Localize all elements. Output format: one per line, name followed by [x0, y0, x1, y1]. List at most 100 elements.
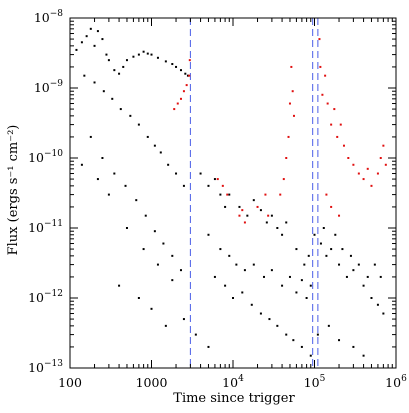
data-point — [101, 38, 104, 41]
data-point — [362, 354, 365, 357]
data-point — [167, 163, 170, 166]
data-point — [179, 97, 182, 100]
data-point — [338, 263, 341, 266]
data-point — [267, 214, 270, 217]
data-point — [144, 214, 147, 217]
data-point — [93, 81, 96, 84]
data-point — [384, 163, 387, 166]
data-point — [241, 291, 244, 294]
data-point — [102, 90, 105, 93]
data-point — [83, 74, 86, 77]
data-point — [153, 144, 156, 147]
data-point — [362, 178, 365, 181]
data-point — [270, 214, 273, 217]
data-point — [232, 297, 234, 299]
data-point — [285, 221, 288, 224]
data-point — [238, 205, 241, 208]
data-point — [352, 163, 355, 166]
data-point — [207, 233, 210, 236]
data-point — [370, 297, 373, 299]
data-point — [366, 167, 369, 170]
data-point — [182, 318, 185, 321]
data-point — [182, 90, 185, 93]
y-tick-label: 10−8 — [34, 9, 63, 25]
data-point — [124, 184, 127, 187]
data-point — [300, 345, 303, 348]
data-point — [137, 53, 140, 56]
data-point — [292, 339, 295, 342]
data-point — [107, 193, 110, 196]
y-tick-label: 10−9 — [34, 79, 63, 95]
x-tick-label: 105 — [304, 374, 326, 390]
data-point — [171, 279, 174, 282]
data-point — [292, 114, 295, 117]
data-point — [150, 53, 153, 56]
data-point — [243, 269, 246, 272]
data-point — [146, 52, 149, 55]
data-point — [376, 303, 379, 306]
data-point — [216, 178, 219, 181]
data-point — [241, 209, 244, 212]
data-point — [224, 205, 227, 208]
data-point — [96, 30, 99, 33]
data-point — [186, 74, 189, 77]
ticks: 100 1000 104 105 106 10−13 10−12 10−11 10−10 10−9… — [28, 9, 407, 390]
data-point — [111, 97, 114, 100]
y-axis-title: Flux (ergs s⁻¹ cm⁻²) — [6, 125, 21, 256]
data-point — [325, 254, 328, 257]
data-point — [89, 27, 92, 30]
x-tick-label: 104 — [222, 374, 244, 390]
data-point — [252, 199, 255, 202]
data-point — [382, 144, 385, 147]
data-point — [352, 345, 355, 348]
data-point — [137, 123, 140, 126]
data-point — [352, 269, 355, 272]
data-point — [295, 291, 298, 294]
data-point — [341, 248, 344, 251]
data-point — [250, 303, 253, 306]
data-point — [175, 65, 178, 68]
data-point — [357, 172, 360, 175]
data-point — [179, 269, 182, 272]
data-point — [238, 214, 241, 217]
data-point — [213, 275, 216, 278]
data-point — [313, 233, 316, 236]
data-point — [334, 233, 337, 236]
data-point — [93, 44, 96, 47]
data-point — [330, 205, 333, 208]
data-point — [268, 318, 271, 321]
x-tick-label: 1000 — [136, 375, 168, 390]
data-point — [382, 312, 385, 315]
data-point — [173, 108, 176, 111]
data-point — [171, 254, 174, 257]
data-point — [129, 114, 132, 117]
data-point — [146, 135, 149, 138]
data-point — [176, 102, 179, 105]
data-point — [246, 214, 249, 217]
data-point — [319, 65, 322, 68]
data-point — [262, 275, 265, 278]
data-point — [322, 227, 325, 229]
data-point — [259, 312, 262, 315]
data-point — [281, 233, 284, 236]
data-point — [235, 263, 238, 266]
data-point — [188, 59, 191, 62]
data-point — [264, 193, 267, 196]
data-point — [287, 135, 290, 138]
data-point — [132, 55, 135, 58]
data-point — [85, 35, 88, 38]
data-point — [125, 59, 128, 62]
data-point — [119, 108, 122, 111]
data-point — [288, 275, 291, 278]
vertical-reference-lines — [189, 18, 319, 368]
data-point — [175, 172, 178, 175]
data-point — [137, 297, 140, 299]
data-point — [291, 90, 294, 93]
data-point — [153, 230, 156, 233]
data-point — [279, 193, 282, 196]
data-point — [252, 263, 255, 266]
data-point — [307, 254, 310, 257]
data-point — [300, 279, 303, 282]
data-point — [309, 284, 312, 287]
